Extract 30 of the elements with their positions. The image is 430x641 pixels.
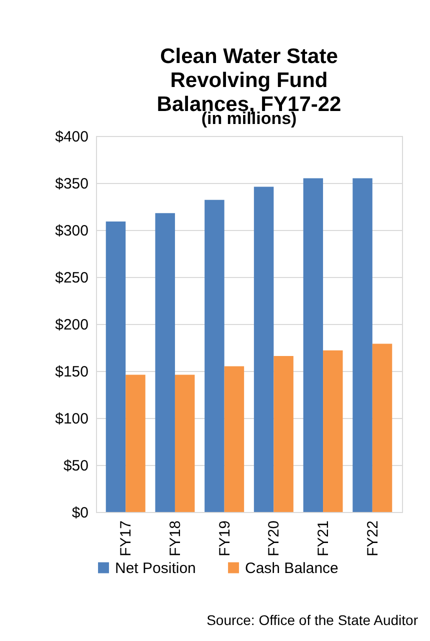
source-note: Source: Office of the State Auditor <box>206 612 418 628</box>
y-tick-label: $400 <box>55 128 88 146</box>
bar <box>224 366 244 512</box>
bar <box>126 374 146 512</box>
y-tick-label: $0 <box>72 504 88 522</box>
x-tick-label: FY20 <box>266 520 283 556</box>
bar <box>106 222 126 512</box>
x-tick-label: FY21 <box>315 520 332 556</box>
legend-label: Cash Balance <box>245 560 338 577</box>
y-tick-label: $250 <box>55 270 88 286</box>
bar <box>303 178 324 512</box>
x-tick-label: FY17 <box>118 520 135 556</box>
y-tick-label: $100 <box>55 410 88 428</box>
bar <box>274 356 294 512</box>
bar <box>174 374 195 512</box>
legend-label: Net Position <box>115 560 196 577</box>
bar <box>204 200 224 512</box>
x-tick-label: FY18 <box>166 520 184 556</box>
bar <box>155 213 175 512</box>
bar <box>352 178 372 512</box>
bar <box>372 344 392 512</box>
y-tick-label: $150 <box>55 364 88 380</box>
bar <box>323 350 343 512</box>
bar <box>254 186 274 512</box>
y-tick-label: $350 <box>55 176 88 192</box>
x-tick-label: FY22 <box>364 520 382 556</box>
y-tick-label: $200 <box>55 316 88 334</box>
x-tick-label: FY19 <box>216 520 234 556</box>
y-tick-label: $50 <box>63 458 88 474</box>
y-tick-label: $300 <box>55 222 88 240</box>
